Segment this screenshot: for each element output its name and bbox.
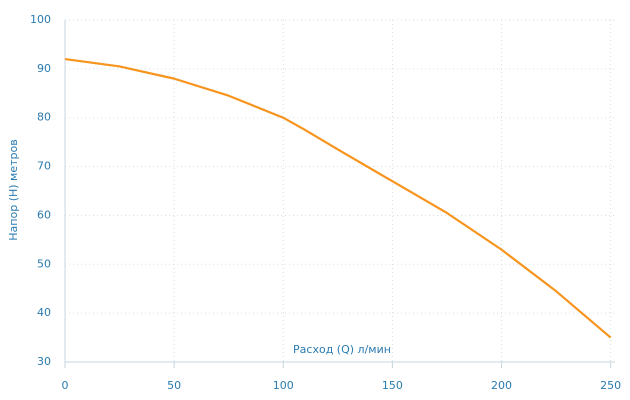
y-axis-label: Напор (H) метров <box>7 139 20 240</box>
x-tick-label: 0 <box>62 379 69 392</box>
x-axis-label: Расход (Q) л/мин <box>293 343 391 356</box>
x-tick-label: 250 <box>600 379 621 392</box>
x-tick-label: 200 <box>491 379 512 392</box>
y-tick-label: 40 <box>37 306 51 319</box>
x-tick-label: 100 <box>273 379 294 392</box>
y-tick-label: 50 <box>37 257 51 270</box>
y-tick-label: 60 <box>37 208 51 221</box>
y-tick-label: 90 <box>37 62 51 75</box>
line <box>64 57 612 339</box>
x-tick-label: 150 <box>382 379 403 392</box>
x-tick-label: 50 <box>167 379 181 392</box>
y-tick-label: 80 <box>37 111 51 124</box>
y-tick-label: 30 <box>37 355 51 368</box>
y-tick-label: 100 <box>30 13 51 26</box>
y-tick-label: 70 <box>37 160 51 173</box>
